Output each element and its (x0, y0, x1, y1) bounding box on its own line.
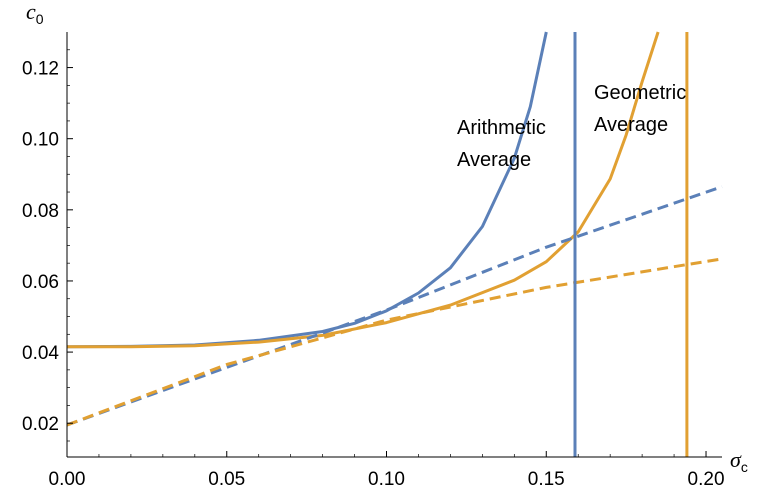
series-dashed-3 (66, 257, 723, 427)
arithmetic-average-annotation: Arithmetic Average (457, 117, 551, 171)
series-solid-1 (67, 31, 660, 349)
x-tick-label: 0.10 (368, 469, 405, 490)
x-axis-label: σc (730, 447, 748, 475)
y-ticks: 0.02 0.04 0.06 0.08 0.10 0.12 (22, 49, 73, 442)
y-tick-label: 0.06 (22, 272, 59, 293)
x-tick-label: 0.20 (688, 469, 725, 490)
y-tick-label: 0.12 (22, 59, 59, 80)
series-solid-0 (66, 31, 548, 349)
x-tick-label: 0.15 (528, 469, 565, 490)
x-ticks: 0.00 0.05 0.10 0.15 0.20 (49, 451, 725, 490)
y-axis-label: c0 (26, 0, 44, 27)
y-tick-label: 0.10 (22, 130, 59, 151)
geometric-average-annotation: Geometric Average (594, 82, 692, 136)
series-layer (66, 31, 723, 457)
y-tick-label: 0.04 (22, 343, 59, 364)
y-tick-label: 0.08 (22, 201, 59, 222)
x-tick-label: 0.05 (208, 469, 245, 490)
x-tick-label: 0.00 (49, 469, 86, 490)
y-tick-label: 0.02 (22, 414, 59, 435)
